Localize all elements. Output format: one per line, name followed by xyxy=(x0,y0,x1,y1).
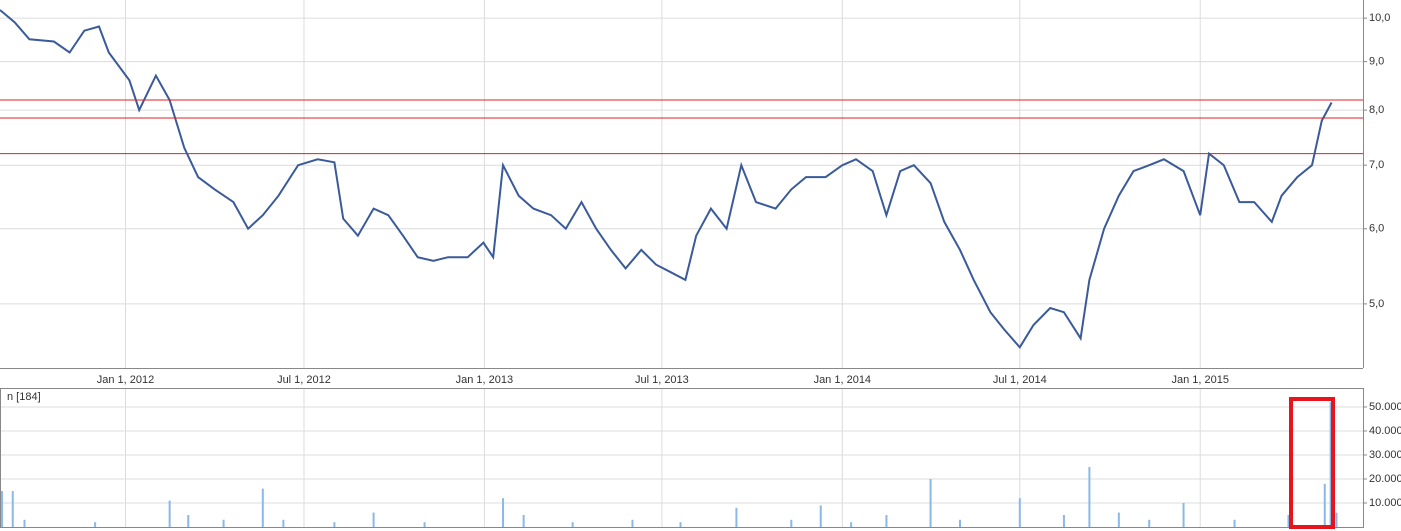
x-tick-label: Jul 1, 2012 xyxy=(277,374,331,386)
y-tick-label: 40.000 xyxy=(1369,425,1401,437)
volume-bar xyxy=(502,498,505,527)
x-tick-label: Jan 1, 2015 xyxy=(1171,374,1229,386)
x-tick-label: Jul 1, 2014 xyxy=(993,374,1047,386)
volume-bar xyxy=(958,519,961,527)
highlight-box xyxy=(1289,397,1335,529)
volume-bar xyxy=(735,507,738,527)
volume-bar xyxy=(282,519,285,527)
volume-bar xyxy=(929,478,932,527)
volume-panel: 10.000 20.000 30.000 40.000 50.000 n [184] xyxy=(0,388,1401,527)
y-tick-label: 7,0 xyxy=(1369,159,1384,171)
volume-bar xyxy=(885,514,888,527)
x-tick-label: Jan 1, 2012 xyxy=(97,374,155,386)
volume-bar xyxy=(1233,519,1236,527)
volume-bar xyxy=(187,514,190,527)
volume-bar xyxy=(790,519,793,527)
volume-bar xyxy=(11,490,14,527)
volume-bar xyxy=(1117,512,1120,527)
y-tick-label: 9,0 xyxy=(1369,55,1384,67)
volume-bar xyxy=(631,519,634,527)
y-tick-label: 50.000 xyxy=(1369,401,1401,413)
panel-title: n [184] xyxy=(7,391,41,403)
volume-bar xyxy=(1088,466,1091,527)
y-tick-label: 10,0 xyxy=(1369,12,1390,24)
y-tick-label: 10.000 xyxy=(1369,497,1401,509)
volume-bar xyxy=(1148,519,1151,527)
x-tick-label: Jul 1, 2013 xyxy=(635,374,689,386)
volume-bar xyxy=(1335,512,1338,527)
volume-bar xyxy=(261,488,264,527)
y-tick-label: 30.000 xyxy=(1369,449,1401,461)
volume-bar xyxy=(819,505,822,527)
volume-bar xyxy=(1287,514,1290,527)
volume-bar xyxy=(1062,514,1065,527)
volume-bar xyxy=(333,522,336,527)
volume-bar xyxy=(372,512,375,527)
volume-bar xyxy=(850,522,853,527)
y-tick-label: 20.000 xyxy=(1369,473,1401,485)
volume-bar xyxy=(423,522,426,527)
volume-bar xyxy=(94,522,97,527)
volume-bar xyxy=(571,522,574,527)
y-tick-label: 5,0 xyxy=(1369,298,1384,310)
x-tick-label: Jan 1, 2014 xyxy=(814,374,872,386)
volume-bar xyxy=(1182,502,1185,527)
volume-bar xyxy=(522,514,525,527)
volume-bar xyxy=(0,490,3,527)
volume-bar xyxy=(679,522,682,527)
y-tick-label: 8,0 xyxy=(1369,104,1384,116)
volume-bar xyxy=(1329,402,1332,527)
x-tick-label: Jan 1, 2013 xyxy=(456,374,514,386)
volume-bar xyxy=(23,519,26,527)
volume-bar xyxy=(168,500,171,527)
y-tick-label: 6,0 xyxy=(1369,223,1384,235)
volume-frame xyxy=(0,388,1364,528)
volume-bar xyxy=(222,519,225,527)
volume-bar xyxy=(1323,483,1326,527)
volume-bar xyxy=(1018,498,1021,527)
price-line xyxy=(0,9,1333,349)
